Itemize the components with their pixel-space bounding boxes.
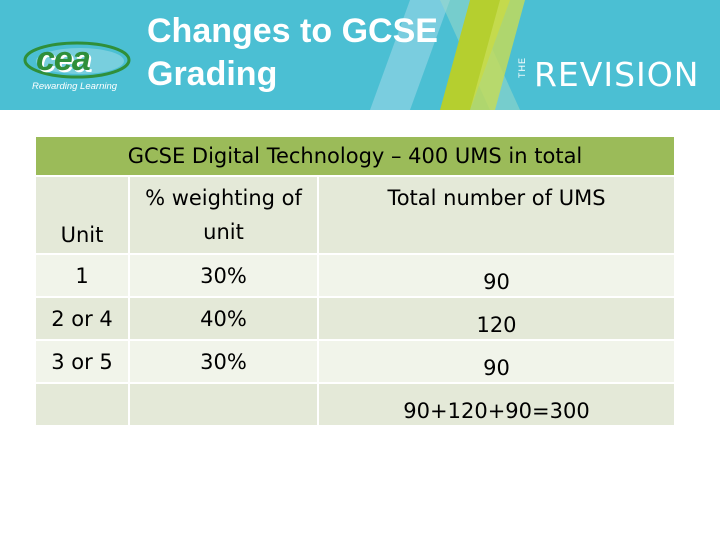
header-decoration bbox=[370, 0, 525, 110]
table-row: 2 or 4 40% 120 bbox=[36, 298, 674, 341]
ums-table: GCSE Digital Technology – 400 UMS in tot… bbox=[36, 137, 674, 427]
brand-word: REVISION bbox=[534, 55, 700, 94]
logo-text: cea bbox=[36, 40, 91, 78]
table-row: 1 30% 90 bbox=[36, 255, 674, 298]
page-title: Changes to GCSE Grading bbox=[147, 10, 438, 96]
cell-unit bbox=[36, 384, 130, 427]
brand-prefix: THE bbox=[517, 57, 527, 78]
table-caption-row: GCSE Digital Technology – 400 UMS in tot… bbox=[36, 137, 674, 177]
table-row: 3 or 5 30% 90 bbox=[36, 341, 674, 384]
green-stripe-2 bbox=[470, 0, 525, 110]
header-band: cea Rewarding Learning Changes to GCSE G… bbox=[0, 0, 720, 110]
cell-unit: 2 or 4 bbox=[36, 298, 130, 341]
cell-weighting: 30% bbox=[130, 255, 319, 298]
cea-logo: cea Rewarding Learning bbox=[22, 40, 137, 96]
cell-unit: 1 bbox=[36, 255, 130, 298]
cell-ums: 90 bbox=[319, 255, 674, 298]
cell-ums: 120 bbox=[319, 298, 674, 341]
table-header-row: Unit % weighting of unit Total number of… bbox=[36, 177, 674, 255]
table-total-row: 90+120+90=300 bbox=[36, 384, 674, 427]
cell-weighting: 40% bbox=[130, 298, 319, 341]
cell-ums: 90 bbox=[319, 341, 674, 384]
logo-tagline: Rewarding Learning bbox=[32, 81, 118, 92]
title-line-2: Grading bbox=[147, 55, 278, 93]
logo-swoosh bbox=[23, 41, 131, 79]
cell-weighting: 30% bbox=[130, 341, 319, 384]
title-line-1: Changes to GCSE bbox=[147, 12, 438, 50]
cell-weighting bbox=[130, 384, 319, 427]
cell-unit: 3 or 5 bbox=[36, 341, 130, 384]
column-header-unit: Unit bbox=[36, 177, 130, 255]
light-stripe bbox=[370, 0, 450, 110]
column-header-ums: Total number of UMS bbox=[319, 177, 674, 255]
column-header-weighting: % weighting of unit bbox=[130, 177, 319, 255]
table-caption: GCSE Digital Technology – 400 UMS in tot… bbox=[36, 137, 674, 177]
cell-ums-total: 90+120+90=300 bbox=[319, 384, 674, 427]
